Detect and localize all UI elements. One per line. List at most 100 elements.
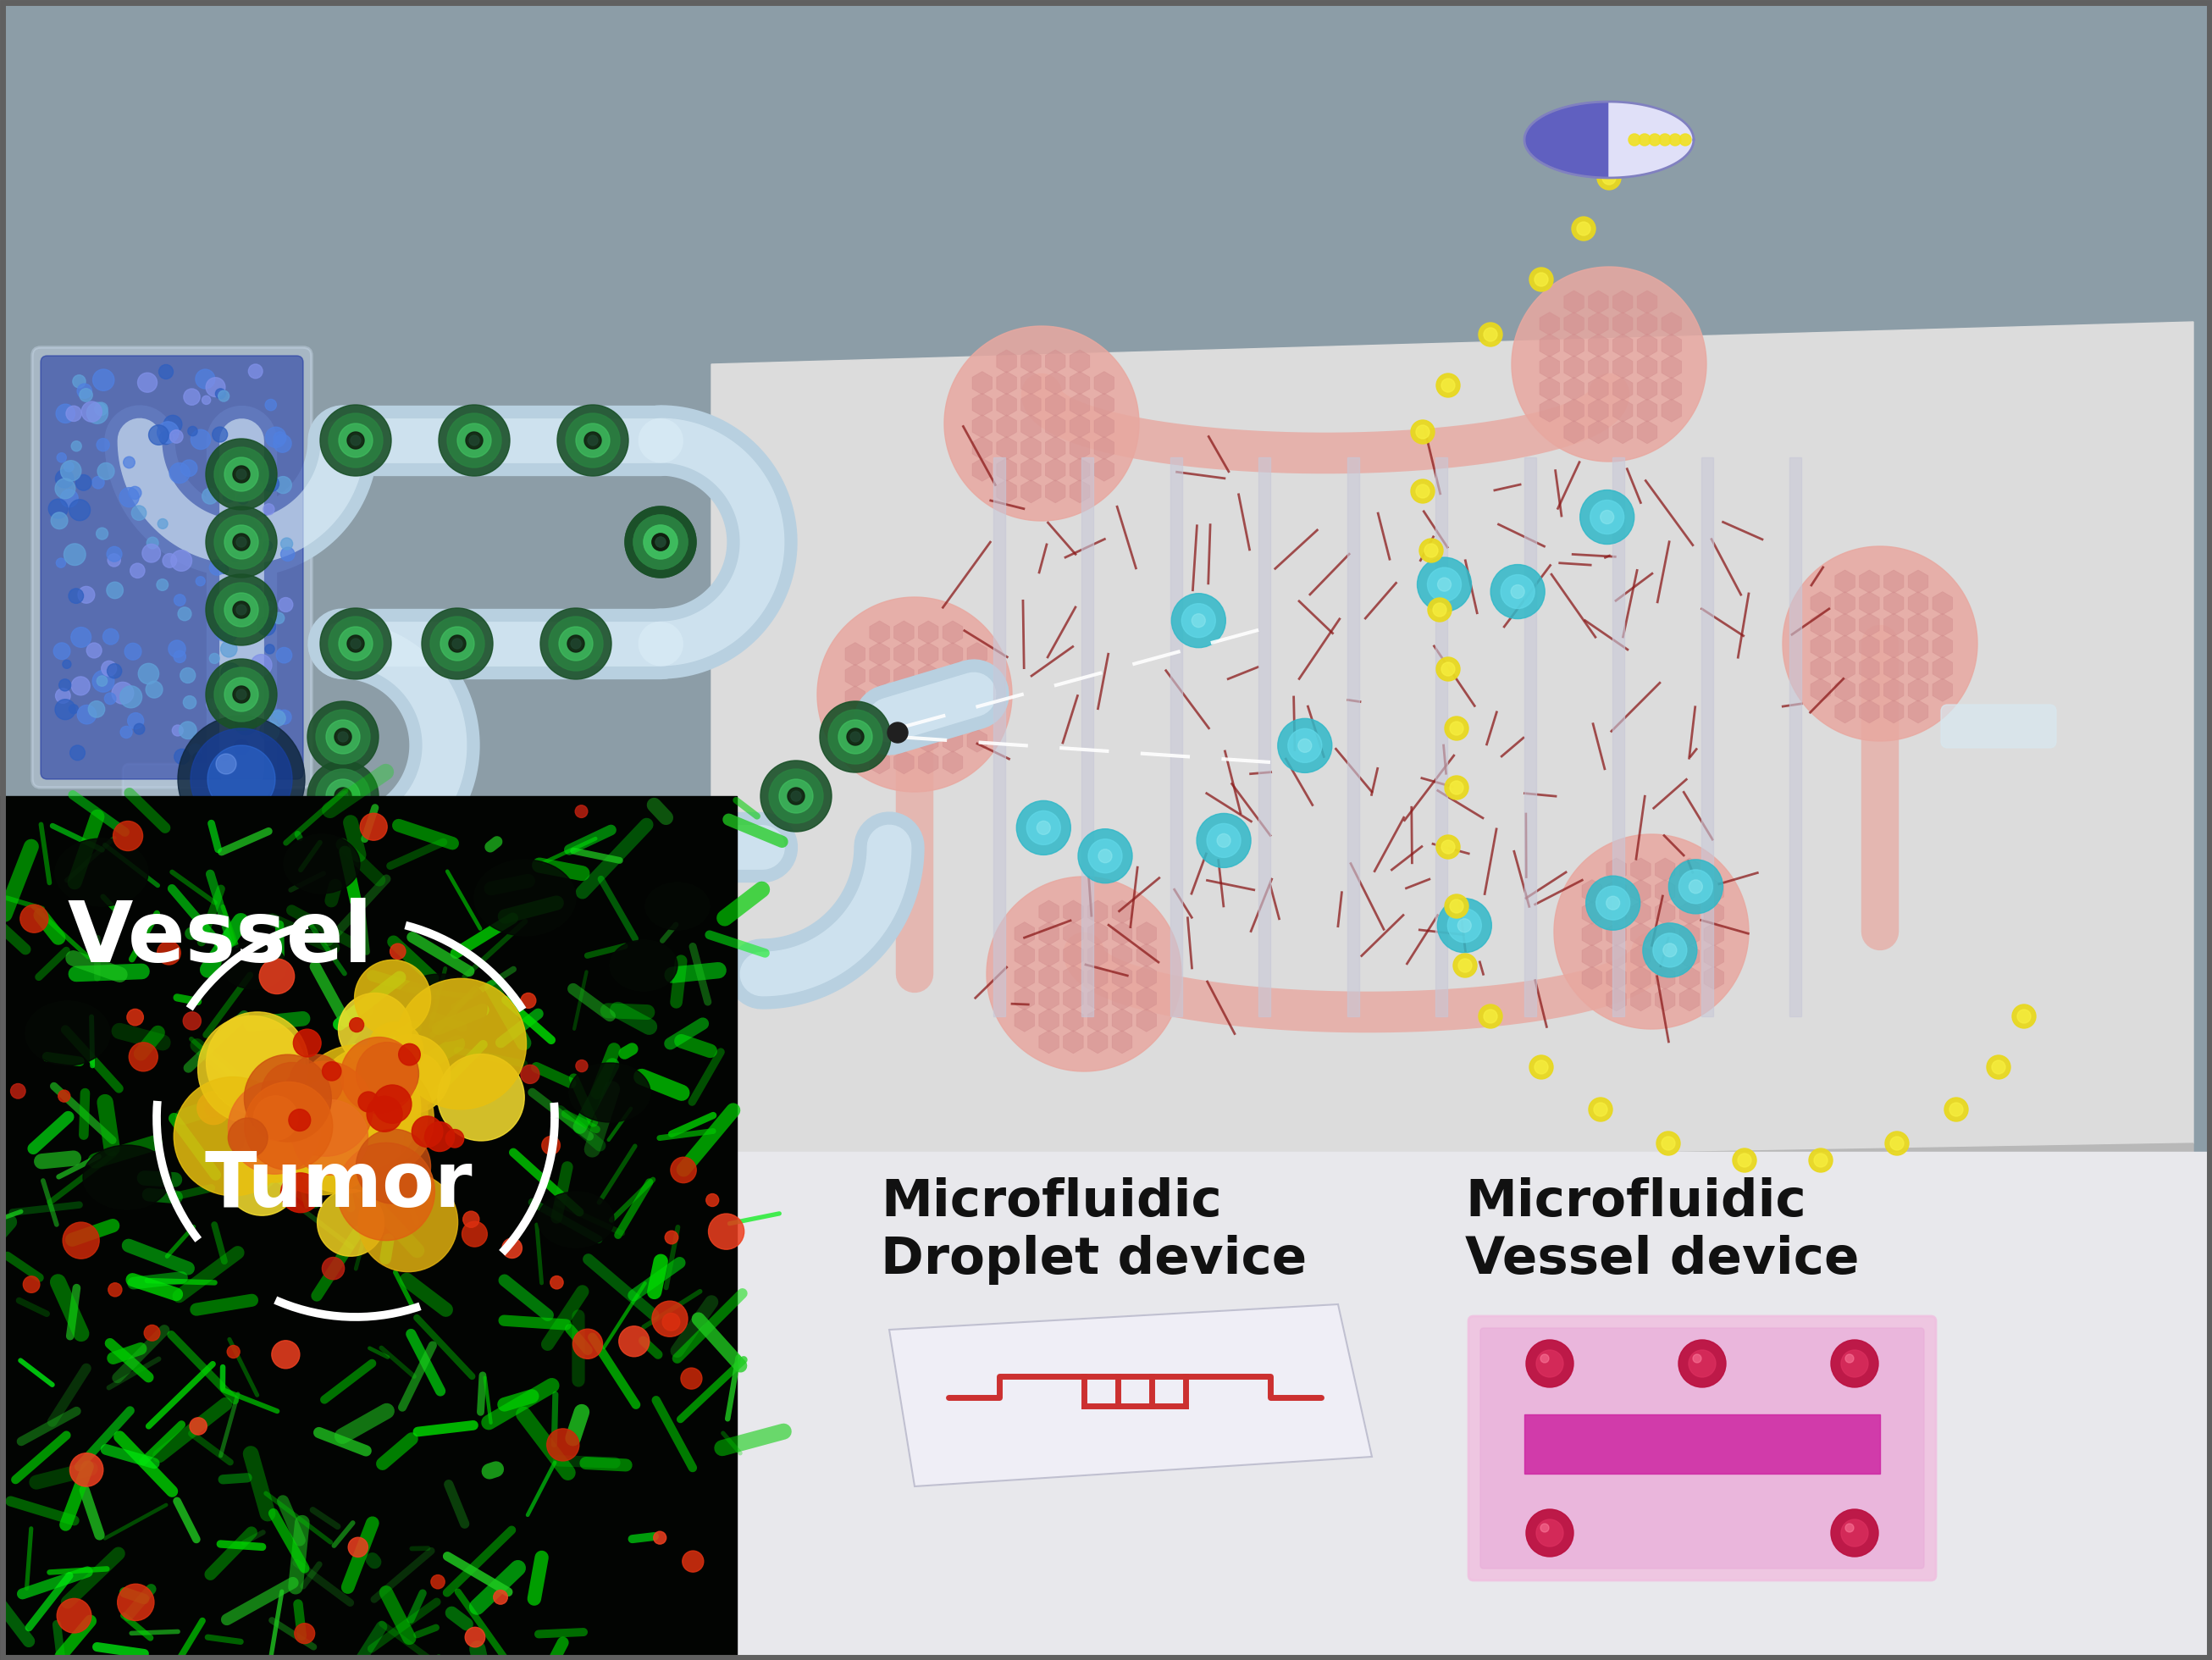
Circle shape <box>1840 1519 1869 1547</box>
Text: Vessel: Vessel <box>69 898 374 979</box>
Circle shape <box>157 422 179 443</box>
Circle shape <box>69 704 77 714</box>
Circle shape <box>546 1429 580 1461</box>
Circle shape <box>626 506 697 578</box>
Circle shape <box>307 701 378 772</box>
Circle shape <box>1668 860 1723 913</box>
Circle shape <box>1192 614 1206 627</box>
Circle shape <box>708 1213 743 1250</box>
Circle shape <box>706 1194 719 1207</box>
Circle shape <box>179 667 195 682</box>
Circle shape <box>212 699 221 709</box>
Circle shape <box>418 842 429 852</box>
Ellipse shape <box>24 1001 111 1066</box>
Circle shape <box>540 608 611 679</box>
Circle shape <box>219 750 230 760</box>
Circle shape <box>195 369 215 388</box>
Polygon shape <box>712 1144 2194 1212</box>
Circle shape <box>787 787 805 805</box>
Circle shape <box>144 1325 159 1341</box>
Circle shape <box>11 1084 27 1099</box>
Circle shape <box>86 642 102 657</box>
Circle shape <box>1484 327 1498 342</box>
Circle shape <box>1832 1340 1878 1388</box>
Circle shape <box>507 812 577 883</box>
Circle shape <box>184 1013 201 1029</box>
Circle shape <box>206 1013 307 1114</box>
Circle shape <box>228 1345 239 1358</box>
Circle shape <box>827 710 883 764</box>
Circle shape <box>215 667 268 722</box>
Polygon shape <box>987 876 1181 1071</box>
Circle shape <box>1526 1509 1573 1557</box>
Circle shape <box>215 388 226 398</box>
Circle shape <box>449 636 467 652</box>
Circle shape <box>1652 933 1688 968</box>
Circle shape <box>411 1116 442 1147</box>
Circle shape <box>849 732 860 742</box>
Circle shape <box>1670 134 1681 146</box>
Circle shape <box>55 558 66 568</box>
Circle shape <box>670 1157 697 1184</box>
Circle shape <box>1639 134 1650 146</box>
Circle shape <box>356 1042 418 1106</box>
Polygon shape <box>889 1305 1371 1486</box>
Circle shape <box>1891 1137 1905 1150</box>
Circle shape <box>230 448 250 468</box>
Bar <box>737 1152 2212 1660</box>
Circle shape <box>838 720 872 754</box>
Circle shape <box>542 1135 560 1155</box>
Circle shape <box>533 838 551 855</box>
Circle shape <box>88 701 104 717</box>
Ellipse shape <box>55 838 148 906</box>
Circle shape <box>80 388 93 402</box>
Circle shape <box>1845 1524 1854 1532</box>
Circle shape <box>389 1052 442 1107</box>
Circle shape <box>95 528 108 540</box>
Circle shape <box>338 423 372 458</box>
Circle shape <box>226 1142 299 1215</box>
Circle shape <box>633 515 688 569</box>
Bar <box>1436 458 1447 1016</box>
Circle shape <box>113 822 144 852</box>
Circle shape <box>206 1101 221 1117</box>
Circle shape <box>1597 166 1621 189</box>
Circle shape <box>177 608 192 621</box>
Circle shape <box>175 749 190 764</box>
Ellipse shape <box>568 1062 650 1122</box>
Circle shape <box>1411 480 1436 503</box>
Circle shape <box>1453 953 1478 978</box>
Circle shape <box>281 538 292 549</box>
Circle shape <box>653 533 668 551</box>
Circle shape <box>212 427 228 442</box>
Circle shape <box>58 1599 91 1633</box>
Circle shape <box>323 1062 341 1081</box>
Circle shape <box>573 1330 602 1360</box>
Circle shape <box>1037 822 1051 835</box>
Circle shape <box>263 601 274 611</box>
Polygon shape <box>1511 267 1705 461</box>
Circle shape <box>223 689 234 699</box>
Circle shape <box>60 490 77 506</box>
Circle shape <box>119 686 142 707</box>
Circle shape <box>263 476 279 491</box>
Polygon shape <box>1524 101 1608 178</box>
Circle shape <box>281 1174 321 1212</box>
Circle shape <box>1840 1350 1869 1378</box>
Circle shape <box>1661 1137 1674 1150</box>
Circle shape <box>792 792 801 802</box>
Circle shape <box>338 792 347 802</box>
Circle shape <box>221 626 237 642</box>
Circle shape <box>102 661 117 676</box>
Circle shape <box>128 486 142 500</box>
Circle shape <box>290 1054 343 1109</box>
Circle shape <box>126 1009 144 1026</box>
Circle shape <box>135 724 144 734</box>
Bar <box>1347 458 1358 1016</box>
Circle shape <box>170 430 184 443</box>
Text: Microfluidic
Droplet device: Microfluidic Droplet device <box>880 1177 1307 1285</box>
Circle shape <box>252 531 261 541</box>
Circle shape <box>1991 1061 2006 1074</box>
Circle shape <box>106 546 122 561</box>
Circle shape <box>575 805 588 818</box>
